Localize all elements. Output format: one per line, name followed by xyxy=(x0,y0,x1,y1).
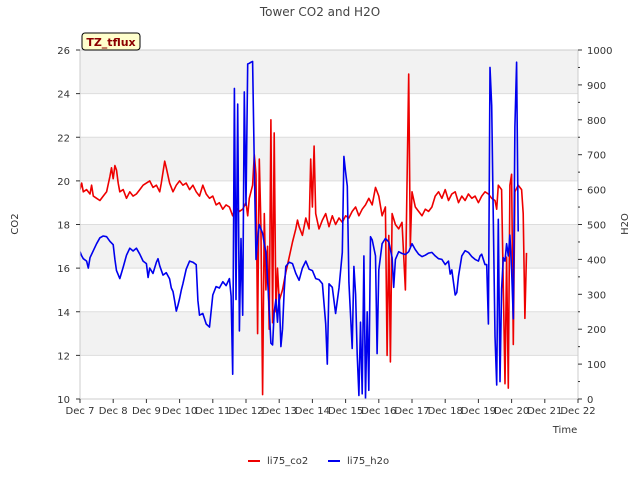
x-tick-label: Dec 20 xyxy=(494,406,529,417)
x-tick-label: Dec 14 xyxy=(295,406,330,417)
grid-band xyxy=(80,224,578,269)
x-tick-label: Dec 15 xyxy=(328,406,363,417)
y-axis-right-label: H2O xyxy=(620,213,631,235)
x-tick-label: Dec 21 xyxy=(527,406,562,417)
x-tick-label: Dec 17 xyxy=(394,406,429,417)
y-left-tick-label: 18 xyxy=(57,221,70,232)
chart-title: Tower CO2 and H2O xyxy=(259,5,380,19)
y-left-tick-label: 14 xyxy=(57,308,70,319)
legend-label-li75_h2o: li75_h2o xyxy=(347,456,389,467)
y-right-tick-label: 400 xyxy=(587,255,606,266)
x-tick-label: Dec 8 xyxy=(99,406,128,417)
y-right-tick-label: 500 xyxy=(587,221,606,232)
y-left-tick-label: 10 xyxy=(57,395,70,406)
y-axis-left-label: CO2 xyxy=(10,213,21,234)
x-tick-label: Dec 13 xyxy=(262,406,297,417)
x-tick-label: Dec 7 xyxy=(66,406,95,417)
y-left-tick-label: 20 xyxy=(57,177,70,188)
x-tick-label: Dec 22 xyxy=(560,406,595,417)
y-left-tick-label: 22 xyxy=(57,133,70,144)
site-label: TZ_tflux xyxy=(86,36,135,49)
legend-label-li75_co2: li75_co2 xyxy=(267,456,308,467)
x-tick-label: Dec 16 xyxy=(361,406,396,417)
axes: 10 12 14 16 18 20 22 24 26 0 100 200 300 400 500 600 700… xyxy=(57,46,612,417)
x-tick-label: Dec 12 xyxy=(228,406,263,417)
y-right-tick-label: 100 xyxy=(587,360,606,371)
x-tick-label: Dec 9 xyxy=(132,406,161,417)
x-tick-label: Dec 11 xyxy=(195,406,230,417)
y-left-tick-label: 26 xyxy=(57,46,70,57)
y-left-tick-label: 16 xyxy=(57,264,70,275)
y-right-tick-label: 900 xyxy=(587,81,606,92)
series-line-li75_h2o xyxy=(80,60,519,399)
grid-band xyxy=(80,137,578,181)
y-right-tick-label: 0 xyxy=(587,395,593,406)
y-right-tick-label: 800 xyxy=(587,116,606,127)
y-left-tick-label: 12 xyxy=(57,351,70,362)
x-tick-label: Dec 19 xyxy=(461,406,496,417)
site-label-box: TZ_tflux xyxy=(81,32,141,51)
y-right-tick-label: 200 xyxy=(587,325,606,336)
x-axis-label: Time xyxy=(552,425,577,436)
legend: li75_co2 li75_h2o xyxy=(248,456,389,467)
grid-band xyxy=(80,50,578,94)
y-right-tick-label: 600 xyxy=(587,186,606,197)
y-right-tick-label: 300 xyxy=(587,290,606,301)
series-layer xyxy=(80,60,528,399)
x-tick-label: Dec 10 xyxy=(162,406,197,417)
y-right-tick-label: 1000 xyxy=(587,46,612,57)
series-line-li75_co2 xyxy=(80,73,528,396)
y-right-tick-label: 700 xyxy=(587,151,606,162)
y-left-tick-label: 24 xyxy=(57,90,70,101)
x-tick-label: Dec 18 xyxy=(428,406,463,417)
